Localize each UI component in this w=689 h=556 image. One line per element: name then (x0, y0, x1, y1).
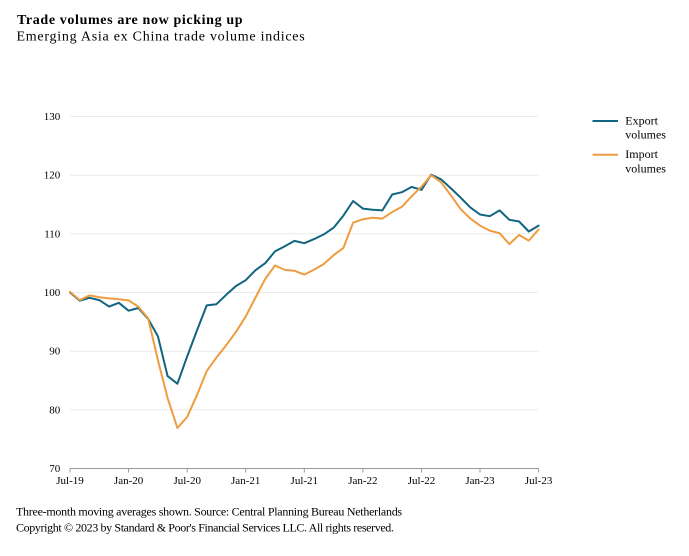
svg-text:Jan-23: Jan-23 (465, 475, 495, 487)
svg-text:130: 130 (44, 111, 61, 123)
svg-text:70: 70 (49, 463, 61, 475)
svg-text:Emerging Asia ex China trade v: Emerging Asia ex China trade volume indi… (17, 30, 306, 45)
svg-text:100: 100 (44, 287, 61, 299)
svg-text:Jul-22: Jul-22 (408, 475, 436, 487)
svg-text:Jul-23: Jul-23 (525, 475, 553, 487)
svg-text:Jul-20: Jul-20 (173, 475, 201, 487)
svg-text:Jul-19: Jul-19 (56, 475, 84, 487)
svg-text:Trade volumes are now picking: Trade volumes are now picking up (17, 13, 243, 28)
svg-text:Jan-21: Jan-21 (231, 475, 260, 487)
svg-text:Jan-22: Jan-22 (348, 475, 377, 487)
svg-text:volumes: volumes (625, 128, 666, 142)
svg-text:110: 110 (44, 228, 61, 240)
svg-text:Jan-20: Jan-20 (114, 475, 144, 487)
svg-text:Export: Export (625, 113, 658, 127)
svg-text:120: 120 (44, 170, 61, 182)
svg-text:volumes: volumes (625, 162, 666, 176)
svg-text:Copyright © 2023 by Standard &: Copyright © 2023 by Standard & Poor's Fi… (16, 521, 394, 535)
svg-text:Import: Import (625, 147, 658, 161)
svg-text:Three-month moving averages sh: Three-month moving averages shown. Sourc… (16, 505, 402, 519)
svg-text:Jul-21: Jul-21 (291, 475, 319, 487)
svg-text:90: 90 (49, 346, 61, 358)
svg-text:80: 80 (49, 404, 61, 416)
